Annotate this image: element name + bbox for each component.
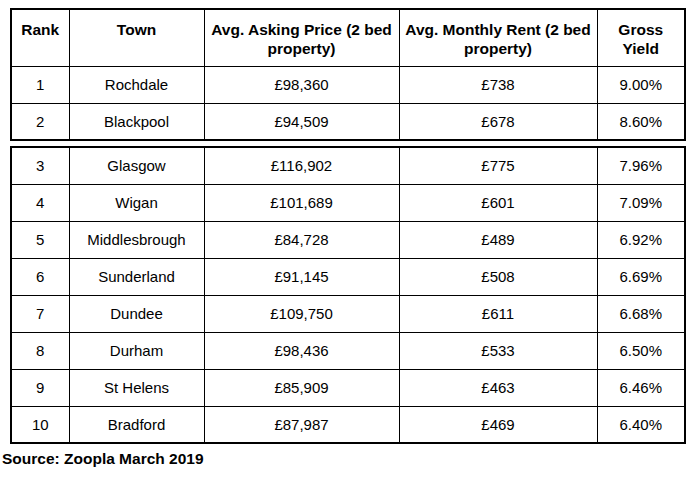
price-cell: £116,902 (204, 147, 399, 184)
price-cell: £85,909 (204, 369, 399, 406)
rent-cell: £775 (399, 147, 597, 184)
yield-cell: 7.96% (597, 147, 685, 184)
yield-cell: 7.09% (597, 184, 685, 221)
rent-cell: £678 (399, 103, 597, 140)
town-cell: Blackpool (69, 103, 204, 140)
yield-cell: 6.40% (597, 406, 685, 443)
rent-cell: £469 (399, 406, 597, 443)
rank-cell: 6 (11, 258, 69, 295)
town-cell: Wigan (69, 184, 204, 221)
town-cell: Sunderland (69, 258, 204, 295)
header-row: Rank Town Avg. Asking Price (2 bed prope… (11, 9, 685, 66)
column-header-rank: Rank (11, 9, 69, 66)
yield-table-header-block: Rank Town Avg. Asking Price (2 bed prope… (10, 8, 686, 141)
table-row: 2 Blackpool £94,509 £678 8.60% (11, 103, 685, 140)
town-cell: Glasgow (69, 147, 204, 184)
yield-cell: 6.68% (597, 295, 685, 332)
price-cell: £109,750 (204, 295, 399, 332)
town-cell: Dundee (69, 295, 204, 332)
source-note: Source: Zoopla March 2019 (2, 449, 696, 468)
price-cell: £87,987 (204, 406, 399, 443)
table-row: 5 Middlesbrough £84,728 £489 6.92% (11, 221, 685, 258)
rent-cell: £489 (399, 221, 597, 258)
price-cell: £98,436 (204, 332, 399, 369)
rank-cell: 3 (11, 147, 69, 184)
yield-cell: 6.50% (597, 332, 685, 369)
rent-cell: £508 (399, 258, 597, 295)
price-cell: £98,360 (204, 66, 399, 103)
price-cell: £101,689 (204, 184, 399, 221)
column-header-asking-price: Avg. Asking Price (2 bed property) (204, 9, 399, 66)
rank-cell: 10 (11, 406, 69, 443)
rank-cell: 1 (11, 66, 69, 103)
yield-cell: 6.46% (597, 369, 685, 406)
table-row: 1 Rochdale £98,360 £738 9.00% (11, 66, 685, 103)
rank-cell: 5 (11, 221, 69, 258)
rank-cell: 4 (11, 184, 69, 221)
rent-cell: £738 (399, 66, 597, 103)
town-cell: Bradford (69, 406, 204, 443)
table-row: 6 Sunderland £91,145 £508 6.69% (11, 258, 685, 295)
rank-cell: 2 (11, 103, 69, 140)
rent-cell: £611 (399, 295, 597, 332)
table-row: 8 Durham £98,436 £533 6.50% (11, 332, 685, 369)
rank-cell: 7 (11, 295, 69, 332)
column-header-town: Town (69, 9, 204, 66)
town-cell: St Helens (69, 369, 204, 406)
rank-cell: 9 (11, 369, 69, 406)
yield-table-lower-block: 3 Glasgow £116,902 £775 7.96% 4 Wigan £1… (10, 146, 686, 444)
rent-cell: £533 (399, 332, 597, 369)
yield-cell: 9.00% (597, 66, 685, 103)
table-row: 3 Glasgow £116,902 £775 7.96% (11, 147, 685, 184)
town-cell: Middlesbrough (69, 221, 204, 258)
price-cell: £94,509 (204, 103, 399, 140)
column-header-gross-yield: Gross Yield (597, 9, 685, 66)
table-row: 4 Wigan £101,689 £601 7.09% (11, 184, 685, 221)
rank-cell: 8 (11, 332, 69, 369)
table-row: 9 St Helens £85,909 £463 6.46% (11, 369, 685, 406)
town-cell: Durham (69, 332, 204, 369)
town-cell: Rochdale (69, 66, 204, 103)
rental-yield-table-page: Rank Town Avg. Asking Price (2 bed prope… (0, 0, 696, 479)
table-row: 10 Bradford £87,987 £469 6.40% (11, 406, 685, 443)
column-header-monthly-rent: Avg. Monthly Rent (2 bed property) (399, 9, 597, 66)
rent-cell: £601 (399, 184, 597, 221)
price-cell: £91,145 (204, 258, 399, 295)
yield-cell: 6.92% (597, 221, 685, 258)
table-row: 7 Dundee £109,750 £611 6.68% (11, 295, 685, 332)
yield-cell: 8.60% (597, 103, 685, 140)
price-cell: £84,728 (204, 221, 399, 258)
rent-cell: £463 (399, 369, 597, 406)
yield-cell: 6.69% (597, 258, 685, 295)
